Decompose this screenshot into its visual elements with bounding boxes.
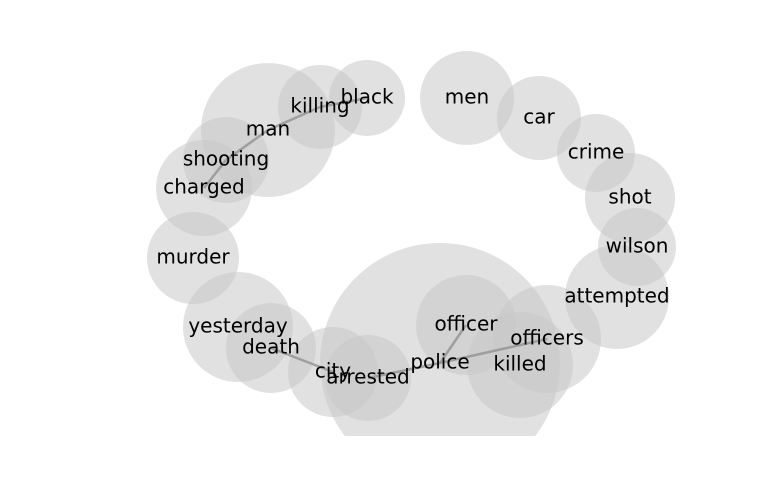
node-label-shooting: shooting [183, 147, 269, 171]
edge-city-death [270, 346, 334, 374]
node-label-officers: officers [510, 326, 584, 350]
node-label-death: death [242, 335, 300, 359]
node-label-men: men [445, 85, 489, 109]
node-label-killing: killing [290, 94, 349, 118]
node-bubble-men [420, 51, 514, 145]
node-bubble-wilson [598, 208, 676, 286]
node-label-officer: officer [434, 312, 498, 336]
edge-police-officer [438, 324, 468, 364]
node-label-killed: killed [493, 352, 546, 376]
edge-man-shooting [225, 128, 269, 162]
node-label-attempted: attempted [564, 284, 669, 308]
node-label-murder: murder [156, 245, 230, 269]
node-label-police: police [410, 350, 469, 374]
node-label-charged: charged [163, 175, 245, 199]
node-label-car: car [523, 105, 555, 129]
node-label-man: man [246, 117, 290, 141]
node-label-arrested: arrested [326, 365, 409, 389]
node-label-wilson: wilson [606, 234, 669, 258]
edge-police-officers [439, 337, 548, 365]
edge-police-arrested [367, 361, 441, 380]
node-label-city: city [315, 359, 351, 383]
node-bubble-murder [147, 212, 239, 304]
node-label-crime: crime [568, 140, 625, 164]
node-label-shot: shot [608, 185, 651, 209]
node-label-yesterday: yesterday [188, 314, 288, 338]
edge-killing-black [319, 96, 368, 109]
edge-man-killing [267, 105, 321, 132]
edge-shooting-charged [203, 159, 227, 189]
node-label-black: black [340, 85, 394, 109]
